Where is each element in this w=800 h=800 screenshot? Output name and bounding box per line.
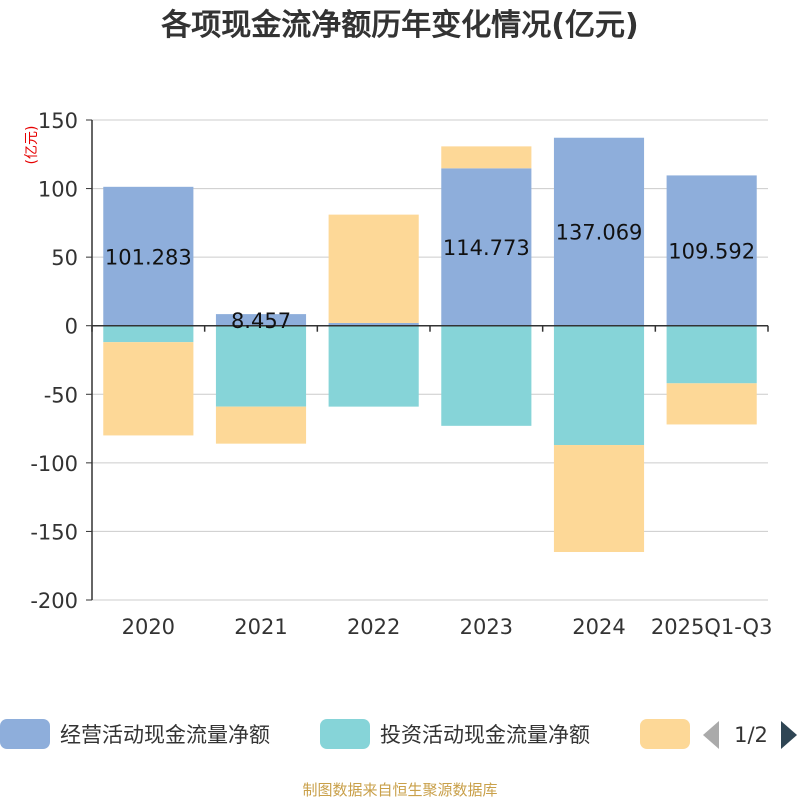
legend-label-0: 经营活动现金流量净额 [60, 723, 270, 747]
bar-series1-2020 [103, 325, 194, 343]
data-label: 8.457 [231, 309, 291, 333]
bar-series0-2021 [215, 314, 307, 326]
legend-swatch-2 [640, 719, 690, 749]
bar-series2-2023 [441, 146, 532, 169]
data-label: 109.592 [668, 240, 755, 264]
y-tick-label: -200 [30, 589, 78, 613]
bar-series1-2024 [553, 325, 645, 446]
x-tick-label: 2025Q1-Q3 [651, 615, 773, 639]
y-axis-label: (亿元) [24, 126, 40, 165]
bar-series2-2020 [103, 342, 194, 436]
bar-series0-2025Q1-Q3 [666, 175, 757, 326]
bar-series1-2022 [328, 325, 419, 407]
chart-title: 各项现金流净额历年变化情况(亿元) [160, 8, 638, 43]
data-label: 101.283 [105, 245, 192, 269]
source-note: 制图数据来自恒生聚源数据库 [302, 781, 497, 799]
bar-series1-2025Q1-Q3 [666, 325, 757, 384]
bar-series1-2021 [215, 325, 307, 407]
y-tick-label: -150 [30, 520, 78, 544]
x-tick-label: 2021 [234, 615, 287, 639]
legend-prev-page-icon[interactable] [703, 721, 719, 749]
x-tick-label: 2024 [572, 615, 625, 639]
legend-swatch-1 [320, 719, 370, 749]
y-tick-label: 100 [38, 178, 78, 202]
legend-page-indicator: 1/2 [734, 723, 768, 747]
x-tick-label: 2022 [347, 615, 400, 639]
bar-series0-2023 [441, 168, 532, 326]
x-tick-label: 2020 [122, 615, 175, 639]
y-tick-label: -50 [44, 383, 78, 407]
legend-label-1: 投资活动现金流量净额 [380, 723, 590, 747]
x-tick-label: 2023 [460, 615, 513, 639]
y-tick-label: 50 [51, 246, 78, 270]
bar-series0-2024 [553, 137, 645, 326]
bar-series1-2023 [441, 325, 532, 426]
bar-series2-2025Q1-Q3 [666, 383, 757, 425]
bar-series2-2021 [215, 406, 307, 444]
legend-swatch-0 [0, 719, 50, 749]
y-tick-label: -100 [30, 452, 78, 476]
legend-next-page-icon[interactable] [781, 721, 797, 749]
bar-series0-2022 [328, 322, 419, 326]
y-tick-label: 0 [65, 315, 78, 339]
data-label: 137.069 [556, 221, 643, 245]
y-tick-label: 150 [38, 109, 78, 133]
bar-series2-2024 [553, 445, 645, 552]
data-label: 114.773 [443, 236, 530, 260]
bar-series0-2020 [103, 186, 194, 326]
bar-series2-2022 [328, 214, 419, 323]
